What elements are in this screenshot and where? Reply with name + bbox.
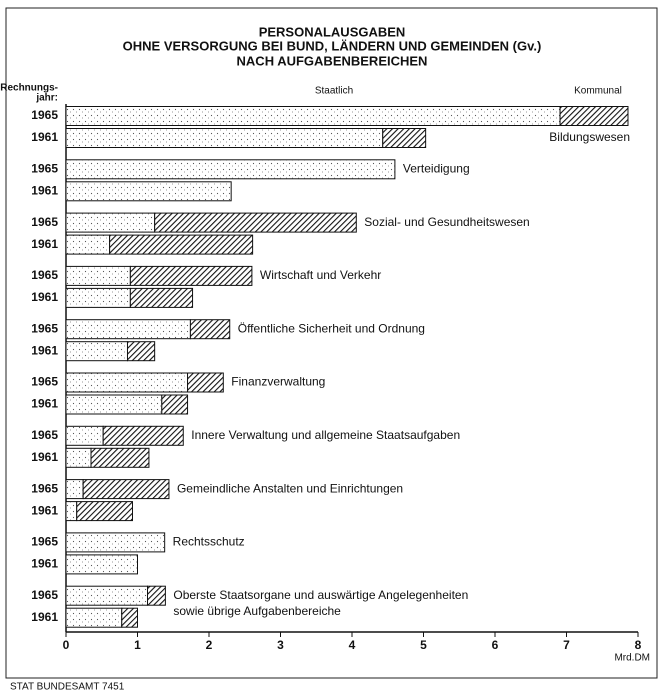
year-label: 1965 (31, 321, 58, 335)
year-label: 1965 (31, 215, 58, 229)
x-tick-label: 2 (206, 638, 213, 652)
bar-segment (65, 181, 232, 202)
legend-label: Staatlich (315, 86, 353, 97)
category-label: Finanzverwaltung (231, 375, 325, 389)
year-label: 1965 (31, 535, 58, 549)
year-label: 1965 (31, 428, 58, 442)
year-label: 1965 (31, 588, 58, 602)
bar-segment (65, 265, 131, 286)
bar-segment (65, 501, 78, 522)
bar-segment (65, 394, 163, 415)
bar-segment (76, 501, 133, 522)
category-label: Rechtsschutz (173, 535, 245, 549)
y-axis-label: Rechnungs- (0, 83, 58, 94)
bar-segment (65, 159, 396, 180)
category-label: Innere Verwaltung und allgemeine Staatsa… (191, 428, 460, 442)
x-tick-label: 3 (277, 638, 284, 652)
category-label: Sozial- und Gesundheitswesen (364, 215, 529, 229)
category-label: sowie übrige Aufgabenbereiche (173, 604, 341, 618)
bar-segment (65, 106, 561, 126)
bar-segment (65, 554, 138, 575)
bar-segment (102, 425, 184, 446)
year-label: 1961 (31, 290, 58, 304)
x-tick-label: 1 (134, 638, 141, 652)
bar-segment (126, 341, 156, 362)
year-label: 1961 (31, 450, 58, 464)
year-label: 1961 (31, 610, 58, 624)
legend-label: Kommunal (574, 86, 622, 97)
chart-title: PERSONALAUSGABEN (259, 24, 406, 39)
bar-segment (65, 585, 149, 606)
category-label: Gemeindliche Anstalten und Einrichtungen (177, 481, 403, 495)
y-axis-label: jahr: (35, 93, 58, 104)
bar-segment (65, 319, 191, 340)
category-label: Öffentliche Sicherheit und Ordnung (238, 321, 425, 335)
bar-segment (65, 372, 189, 393)
bar-segment (129, 265, 253, 286)
year-label: 1965 (31, 268, 58, 282)
x-axis-label: Mrd.DM (614, 653, 650, 664)
year-label: 1961 (31, 237, 58, 251)
x-tick-label: 6 (492, 638, 499, 652)
bar-segment (154, 212, 357, 233)
year-label: 1961 (31, 503, 58, 517)
bar-segment (65, 341, 128, 362)
year-label: 1961 (31, 130, 58, 144)
bar-segment (65, 532, 166, 553)
category-label: Wirtschaft und Verkehr (260, 268, 381, 282)
bar-segment (82, 479, 170, 500)
x-tick-label: 8 (635, 638, 642, 652)
x-tick-label: 4 (349, 638, 356, 652)
bar-segment (65, 128, 384, 148)
category-label: Verteidigung (403, 161, 470, 175)
chart-title: NACH AUFGABENBEREICHEN (237, 53, 428, 68)
bar-segment (90, 447, 150, 468)
year-label: 1965 (31, 108, 58, 122)
bar-segment (65, 447, 92, 468)
year-label: 1961 (31, 183, 58, 197)
bar-segment (65, 479, 84, 500)
bar-segment (65, 212, 156, 233)
bar-segment (187, 372, 224, 393)
year-label: 1961 (31, 343, 58, 357)
bar-segment (129, 287, 194, 308)
year-label: 1961 (31, 557, 58, 571)
bar-segment (161, 394, 189, 415)
bar-segment (65, 425, 104, 446)
bar-segment (559, 106, 629, 126)
bar-segment (121, 607, 138, 628)
frame (5, 7, 658, 679)
bar-segment (65, 234, 111, 255)
bar-segment (109, 234, 254, 255)
bar-segment (147, 585, 166, 606)
bar-segment (189, 319, 231, 340)
bar-segment (65, 287, 131, 308)
chart-title: OHNE VERSORGUNG BEI BUND, LÄNDERN UND GE… (123, 38, 542, 53)
bar-segment (382, 128, 427, 148)
year-label: 1965 (31, 375, 58, 389)
x-tick-label: 7 (563, 638, 570, 652)
x-tick-label: 5 (420, 638, 427, 652)
x-tick-label: 0 (63, 638, 70, 652)
year-label: 1965 (31, 481, 58, 495)
bar-segment (65, 607, 123, 628)
category-label: Oberste Staatsorgane und auswärtige Ange… (173, 588, 468, 602)
year-label: 1961 (31, 397, 58, 411)
year-label: 1965 (31, 161, 58, 175)
category-label: Bildungswesen (549, 130, 630, 144)
footer: STAT BUNDESAMT 7451 (10, 682, 125, 693)
